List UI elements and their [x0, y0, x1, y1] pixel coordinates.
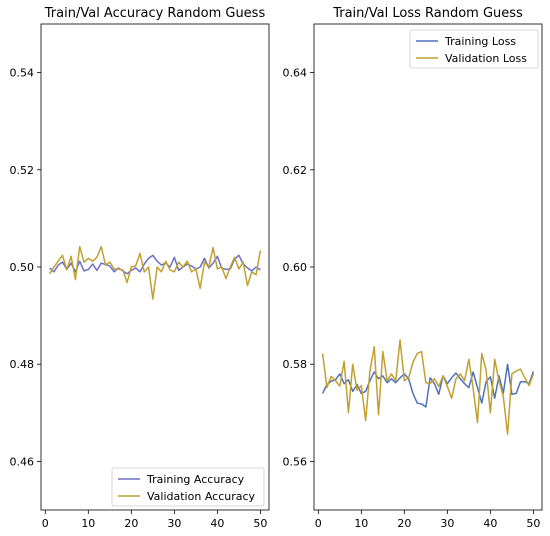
- accuracy-legend-label: Validation Accuracy: [147, 490, 256, 503]
- loss-legend-label: Training Loss: [444, 35, 516, 48]
- loss-y-tick-label: 0.60: [283, 261, 308, 274]
- accuracy-series-training-accuracy-line: [49, 254, 261, 275]
- accuracy-y-tick-label: 0.52: [10, 164, 35, 177]
- accuracy-x-tick-label: 30: [167, 517, 181, 530]
- accuracy-title: Train/Val Accuracy Random Guess: [44, 6, 266, 21]
- loss-x-tick-label: 50: [526, 517, 540, 530]
- accuracy-x-tick-label: 40: [210, 517, 224, 530]
- accuracy-y-tick-label: 0.54: [10, 67, 35, 80]
- accuracy-x-tick-label: 0: [42, 517, 49, 530]
- loss-legend-box: [409, 29, 539, 69]
- accuracy-y-tick-label: 0.46: [10, 455, 35, 468]
- loss-y-tick-label: 0.64: [283, 67, 308, 80]
- accuracy-x-tick-label: 20: [124, 517, 138, 530]
- accuracy-legend-label: Training Accuracy: [146, 473, 245, 486]
- loss-x-tick-label: 40: [483, 517, 497, 530]
- accuracy-y-tick-label: 0.50: [10, 261, 35, 274]
- loss-x-tick-label: 10: [354, 517, 368, 530]
- loss-x-tick-label: 30: [440, 517, 454, 530]
- loss-chart: Train/Val Loss Random Guess 0 10 20 30 40 50 0.…: [283, 6, 543, 530]
- loss-y-tick-label: 0.62: [283, 164, 308, 177]
- accuracy-x-tick-label: 50: [253, 517, 267, 530]
- loss-y-tick-label: 0.58: [283, 358, 308, 371]
- loss-x-tick-label: 0: [315, 517, 322, 530]
- loss-title: Train/Val Loss Random Guess: [332, 6, 523, 21]
- loss-y-tick-label: 0.56: [283, 455, 308, 468]
- loss-series-validation-loss-line: [321, 339, 535, 435]
- loss-legend-label: Validation Loss: [445, 52, 527, 65]
- accuracy-legend-box: [111, 467, 265, 507]
- accuracy-y-tick-label: 0.48: [10, 358, 35, 371]
- accuracy-chart: Train/Val Accuracy Random Guess 0 10 20 30 40…: [10, 6, 270, 530]
- loss-x-tick-label: 20: [397, 517, 411, 530]
- accuracy-x-tick-label: 10: [81, 517, 95, 530]
- accuracy-series-validation-accuracy-line: [48, 245, 262, 300]
